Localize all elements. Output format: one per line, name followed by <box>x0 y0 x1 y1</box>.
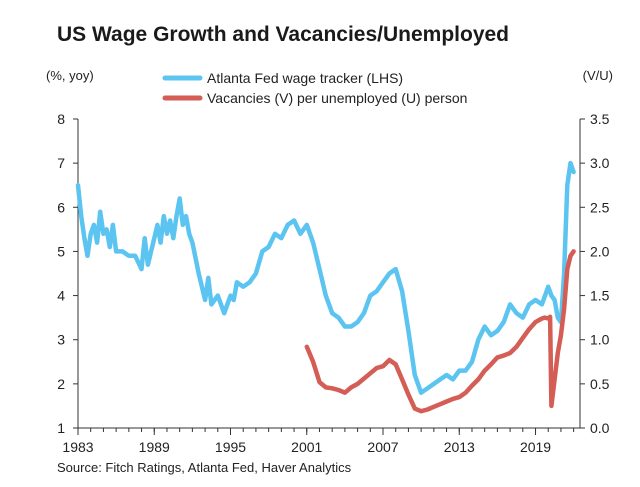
left-tick-label: 4 <box>57 288 65 304</box>
x-tick-label: 2019 <box>520 439 551 455</box>
left-tick-label: 1 <box>57 420 65 436</box>
axes: 1 2 3 4 5 6 7 8 0.0 0.5 1.0 1.5 2.0 2.5 3.0 3.5 1983 1989… <box>57 111 609 455</box>
legend-label-vu: Vacancies (V) per unemployed (U) person <box>207 90 467 106</box>
right-tick-label: 2.0 <box>590 243 610 259</box>
series-line-wage-tracker <box>75 160 576 395</box>
right-tick-label: 0.5 <box>590 376 610 392</box>
left-tick-label: 2 <box>57 376 65 392</box>
x-tick-label: 1989 <box>139 439 170 455</box>
x-tick-label: 2013 <box>444 439 475 455</box>
left-tick-label: 7 <box>57 155 65 171</box>
x-tick-label: 1983 <box>62 439 93 455</box>
left-tick-label: 5 <box>57 243 65 259</box>
left-tick-label: 8 <box>57 111 65 127</box>
right-tick-label: 0.0 <box>590 420 610 436</box>
x-tick-label: 1995 <box>215 439 246 455</box>
x-tick-label: 2001 <box>291 439 322 455</box>
right-axis-unit: (V/U) <box>583 68 613 83</box>
left-tick-label: 3 <box>57 332 65 348</box>
series-layer <box>75 160 576 414</box>
legend: Atlanta Fed wage tracker (LHS) Vacancies… <box>162 70 467 106</box>
left-tick-label: 6 <box>57 199 65 215</box>
legend-label-wage: Atlanta Fed wage tracker (LHS) <box>207 70 403 86</box>
source-note: Source: Fitch Ratings, Atlanta Fed, Have… <box>57 460 352 475</box>
right-tick-label: 2.5 <box>590 199 610 215</box>
left-axis-unit: (%, yoy) <box>46 68 94 83</box>
right-tick-label: 3.5 <box>590 111 610 127</box>
right-tick-label: 3.0 <box>590 155 610 171</box>
series-line-vacancies-per-unemployed <box>304 249 576 414</box>
chart-title: US Wage Growth and Vacancies/Unemployed <box>57 23 509 46</box>
right-tick-label: 1.5 <box>590 288 610 304</box>
x-tick-label: 2007 <box>367 439 398 455</box>
right-tick-label: 1.0 <box>590 332 610 348</box>
